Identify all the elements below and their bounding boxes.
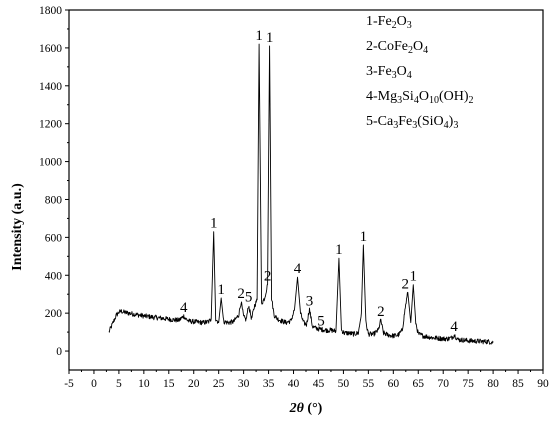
x-tick-label: 85 — [512, 378, 524, 390]
legend-entry-1: 1-Fe2O3 — [366, 14, 412, 31]
legend-entry-part: O — [413, 39, 423, 54]
legend-entry-part: 4-Mg — [366, 89, 397, 104]
y-tick-label: 0 — [56, 346, 62, 358]
y-tick-label: 1600 — [39, 43, 62, 55]
x-tick-label: 35 — [263, 378, 275, 390]
legend-entry-part: Si — [402, 89, 414, 104]
peak-label: 1 — [410, 269, 418, 285]
legend-entry-part: 4 — [444, 120, 449, 131]
peak-label: 3 — [306, 293, 314, 309]
legend-entry-part: 4 — [414, 95, 419, 106]
peak-label: 2 — [264, 269, 272, 285]
legend-entry-2: 2-CoFe2O4 — [366, 39, 428, 56]
x-tick-label: 30 — [238, 378, 250, 390]
x-tick-label: 5 — [116, 378, 122, 390]
legend-entry-part: 2 — [468, 95, 473, 106]
x-tick-label: 25 — [213, 378, 225, 390]
peak-label: 1 — [255, 28, 263, 44]
legend-entry-part: 1-Fe — [366, 14, 392, 29]
peak-label: 5 — [317, 313, 325, 329]
legend-entry-part: 2 — [392, 20, 397, 31]
peak-label: 1 — [335, 242, 343, 258]
legend-entry-part: ) — [449, 114, 454, 129]
y-axis: 0 200 400 600 800 1000 1200 1400 1600 1800 — [39, 5, 69, 358]
x-tick-label: 0 — [91, 378, 97, 390]
y-tick-label: 200 — [45, 308, 63, 320]
legend-entry-part: 3 — [397, 95, 402, 106]
x-tick-label: 90 — [537, 378, 549, 390]
y-axis-title: Intensity (a.u.) — [10, 183, 25, 271]
peak-label: 1 — [266, 30, 274, 46]
y-tick-label: 1400 — [39, 81, 62, 93]
legend-entry-part: 2-CoFe — [366, 39, 408, 54]
legend-entry-5: 5-Ca3Fe3(SiO4)3 — [366, 114, 458, 131]
peak-label: 2 — [402, 276, 410, 292]
y-tick-label: 400 — [45, 270, 63, 282]
x-tick-label: -5 — [64, 378, 74, 390]
legend-entry-part: 4 — [423, 45, 428, 56]
peak-label: 4 — [180, 300, 188, 316]
legend-entry-part: 5-Ca — [366, 114, 394, 129]
x-tick-label: 40 — [288, 378, 300, 390]
legend-entry-3: 3-Fe3O4 — [366, 64, 412, 81]
x-tick-label: 75 — [462, 378, 474, 390]
legend-entry-part: 3-Fe — [366, 64, 392, 79]
x-tick-label: 10 — [138, 378, 150, 390]
legend-entry-part: 3 — [412, 120, 417, 131]
x-tick-label: 65 — [413, 378, 425, 390]
series-layer — [108, 43, 494, 345]
legend-entry-part: O — [419, 89, 429, 104]
peak-label: 1 — [210, 216, 218, 232]
legend-entry-4: 4-Mg3Si4O10(OH)2 — [366, 89, 473, 106]
legend-entry-part: Fe — [398, 114, 412, 129]
y-tick-label: 1000 — [39, 157, 62, 169]
legend-entry-part: 3 — [453, 120, 458, 131]
x-tick-label: 15 — [163, 378, 175, 390]
legend-entry-part: O — [397, 64, 407, 79]
x-tick-label: 70 — [437, 378, 449, 390]
legend-entry-part: (OH) — [439, 89, 469, 104]
peak-label: 5 — [245, 290, 253, 306]
xrd-series-line — [108, 43, 494, 345]
legend-entry-part: 4 — [407, 70, 412, 81]
legend-entry-part: 2 — [408, 45, 413, 56]
peak-label: 1 — [217, 282, 225, 298]
legend-entry-part: 3 — [392, 70, 397, 81]
peak-label: 2 — [237, 286, 245, 302]
x-tick-label: 50 — [338, 378, 350, 390]
peak-label: 2 — [377, 304, 385, 320]
x-tick-label: 20 — [188, 378, 200, 390]
x-tick-label: 55 — [363, 378, 375, 390]
x-tick-label: 45 — [313, 378, 325, 390]
legend-entry-part: 3 — [407, 20, 412, 31]
y-tick-label: 600 — [45, 232, 63, 244]
peak-label: 4 — [450, 319, 458, 335]
peak-label: 1 — [360, 229, 368, 245]
x-tick-label: 80 — [487, 378, 499, 390]
x-axis: -5 0 5 10 15 20 25 30 35 40 45 50 55 60 65 70 75 80 85 90 — [64, 370, 549, 390]
y-tick-label: 1200 — [39, 119, 62, 131]
legend-entry-part: O — [397, 14, 407, 29]
legend-entry-part: 3 — [393, 120, 398, 131]
y-tick-label: 1800 — [39, 5, 62, 17]
x-axis-title: 2θ (°) — [289, 401, 323, 416]
peak-label: 4 — [294, 261, 302, 277]
x-axis-title-unit: (°) — [304, 401, 323, 416]
y-tick-label: 800 — [45, 194, 63, 206]
legend: 1-Fe2O32-CoFe2O43-Fe3O44-Mg3Si4O10(OH)25… — [366, 14, 473, 131]
legend-entry-part: (SiO — [417, 114, 443, 129]
legend-entry-part: 10 — [429, 95, 439, 106]
x-tick-label: 60 — [388, 378, 400, 390]
x-axis-title-symbol: 2θ — [289, 401, 305, 416]
